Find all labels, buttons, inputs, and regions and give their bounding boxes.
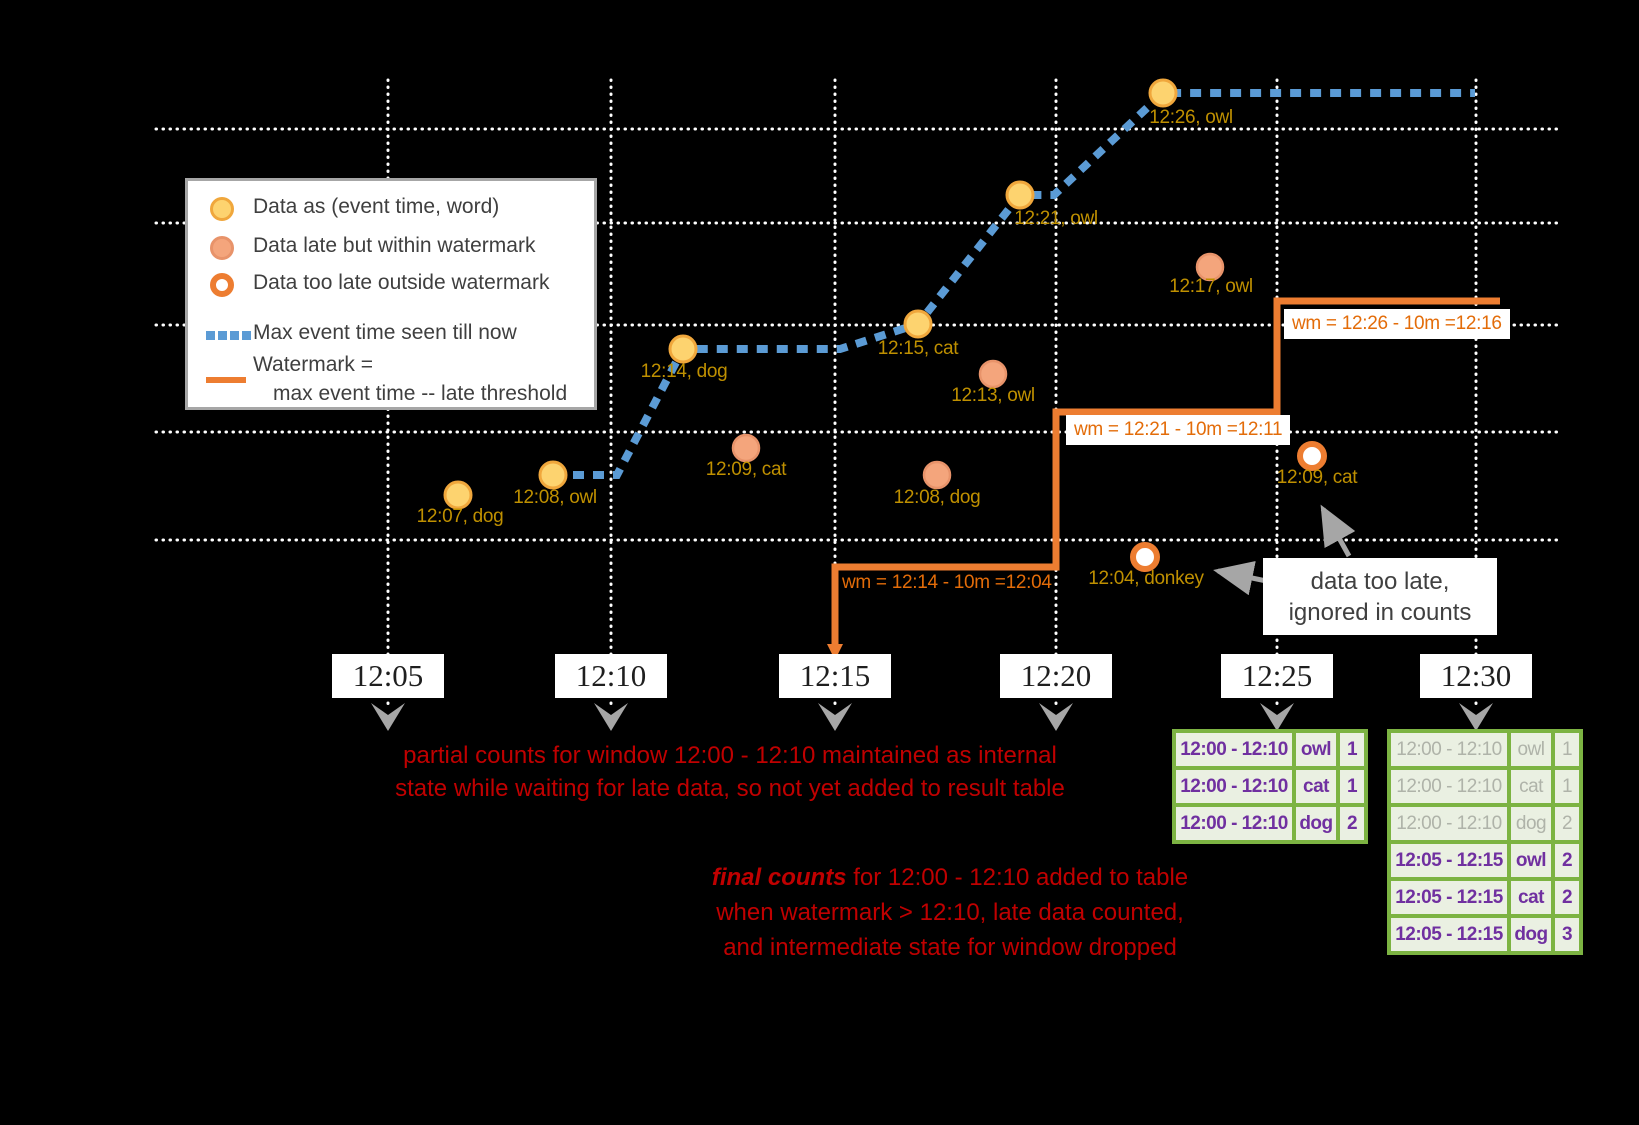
partial-counts-line1: partial counts for window 12:00 - 12:10 … <box>403 742 1057 769</box>
too-late-point-icon <box>210 273 234 297</box>
table-cell-word: owl <box>1511 733 1551 766</box>
table-cell-count: 1 <box>1340 733 1364 766</box>
table-cell-count: 2 <box>1555 881 1579 914</box>
time-box-1225: 12:25 <box>1221 654 1333 698</box>
final-counts-line1: final counts for 12:00 - 12:10 added to … <box>711 864 1189 891</box>
table-cell-count: 1 <box>1555 770 1579 803</box>
table-cell-word: dog <box>1511 918 1551 951</box>
on-time-point-icon <box>210 197 234 221</box>
table-cell-window: 12:00 - 12:10 <box>1391 807 1507 840</box>
too-late-note-line2: ignored in counts <box>1288 598 1472 626</box>
legend-item-on-time: Data as (event time, word) <box>188 195 594 225</box>
solid-line-icon <box>206 377 246 383</box>
table-cell-word: cat <box>1511 881 1551 914</box>
point-label: 12:04, donkey <box>1088 568 1204 589</box>
table-cell-count: 1 <box>1555 733 1579 766</box>
table-cell-word: cat <box>1511 770 1551 803</box>
table-cell-count: 1 <box>1340 770 1364 803</box>
table-cell-window: 12:05 - 12:15 <box>1391 881 1507 914</box>
table-cell-window: 12:05 - 12:15 <box>1391 918 1507 951</box>
table-cell-window: 12:00 - 12:10 <box>1176 733 1292 766</box>
legend-label: Watermark = <box>253 353 373 376</box>
watermark-label: wm = 12:14 - 10m =12:04 <box>842 572 1052 593</box>
point-label: 12:13, owl <box>951 385 1035 406</box>
partial-counts-note: partial counts for window 12:00 - 12:10 … <box>290 739 1170 805</box>
late-point-icon <box>210 236 234 260</box>
legend-label: Data late but within watermark <box>253 234 536 257</box>
watermark-label: wm = 12:21 - 10m =12:11 <box>1066 415 1291 445</box>
table-cell-word: cat <box>1296 770 1336 803</box>
late-points <box>731 252 1225 490</box>
final-counts-emphasis: final counts <box>711 864 847 891</box>
point-label: 12:15, cat <box>877 338 959 359</box>
legend-item-too-late: Data too late outside watermark <box>188 271 594 301</box>
legend: Data as (event time, word) Data late but… <box>185 178 597 410</box>
too-late-points <box>1130 441 1327 572</box>
max-event-time-line <box>553 89 1475 479</box>
legend-label: Max event time seen till now <box>253 321 517 344</box>
point-label: 12:26, owl <box>1149 107 1233 128</box>
point-label: 12:09, cat <box>705 459 787 480</box>
time-box-1205: 12:05 <box>332 654 444 698</box>
final-counts-note: final counts for 12:00 - 12:10 added to … <box>640 860 1260 965</box>
table-cell-word: owl <box>1296 733 1336 766</box>
point-label: 12:21, owl <box>1014 208 1098 229</box>
table-cell-count: 2 <box>1555 807 1579 840</box>
table-cell-window: 12:05 - 12:15 <box>1391 844 1507 877</box>
table-cell-window: 12:00 - 12:10 <box>1391 733 1507 766</box>
time-box-1210: 12:10 <box>555 654 667 698</box>
legend-item-watermark: Watermark = <box>188 353 594 383</box>
point-label: 12:08, dog <box>893 487 981 508</box>
legend-item-max-event-time: Max event time seen till now <box>188 321 594 351</box>
point-label: 12:07, dog <box>416 506 504 527</box>
legend-item-watermark-cont: max event time -- late threshold <box>188 382 594 412</box>
legend-label: Data as (event time, word) <box>253 195 500 218</box>
watermark-arrowhead <box>827 644 843 660</box>
legend-item-late: Data late but within watermark <box>188 234 594 264</box>
point-label: 12:08, owl <box>513 487 597 508</box>
watermark-line <box>831 297 1500 650</box>
dotted-line-icon <box>206 331 251 340</box>
table-cell-count: 2 <box>1340 807 1364 840</box>
table-cell-count: 3 <box>1555 918 1579 951</box>
final-counts-line3: and intermediate state for window droppe… <box>723 934 1177 961</box>
partial-counts-line2: state while waiting for late data, so no… <box>395 775 1065 802</box>
time-box-1215: 12:15 <box>779 654 891 698</box>
time-box-1220: 12:20 <box>1000 654 1112 698</box>
point-label: 12:09, cat <box>1276 467 1358 488</box>
result-table-1225: 12:00 - 12:10 owl 1 12:00 - 12:10 cat 1 … <box>1172 729 1368 844</box>
axis-arrowheads <box>371 703 1493 731</box>
table-cell-word: owl <box>1511 844 1551 877</box>
legend-label: max event time -- late threshold <box>273 382 568 405</box>
table-cell-count: 2 <box>1555 844 1579 877</box>
table-cell-word: dog <box>1511 807 1551 840</box>
too-late-note: data too late, ignored in counts <box>1263 558 1497 635</box>
result-table-1230: 12:00 - 12:10 owl 1 12:00 - 12:10 cat 1 … <box>1387 729 1583 955</box>
time-box-1230: 12:30 <box>1420 654 1532 698</box>
table-cell-window: 12:00 - 12:10 <box>1391 770 1507 803</box>
watermark-label: wm = 12:26 - 10m =12:16 <box>1284 309 1510 339</box>
point-label: 12:17, owl <box>1169 276 1253 297</box>
final-counts-line2: when watermark > 12:10, late data counte… <box>716 899 1184 926</box>
too-late-note-line1: data too late, <box>1310 567 1450 595</box>
table-cell-word: dog <box>1296 807 1336 840</box>
legend-label: Data too late outside watermark <box>253 271 550 294</box>
point-label: 12:14, dog <box>640 361 728 382</box>
table-cell-window: 12:00 - 12:10 <box>1176 807 1292 840</box>
on-time-points <box>443 78 1178 510</box>
table-cell-window: 12:00 - 12:10 <box>1176 770 1292 803</box>
